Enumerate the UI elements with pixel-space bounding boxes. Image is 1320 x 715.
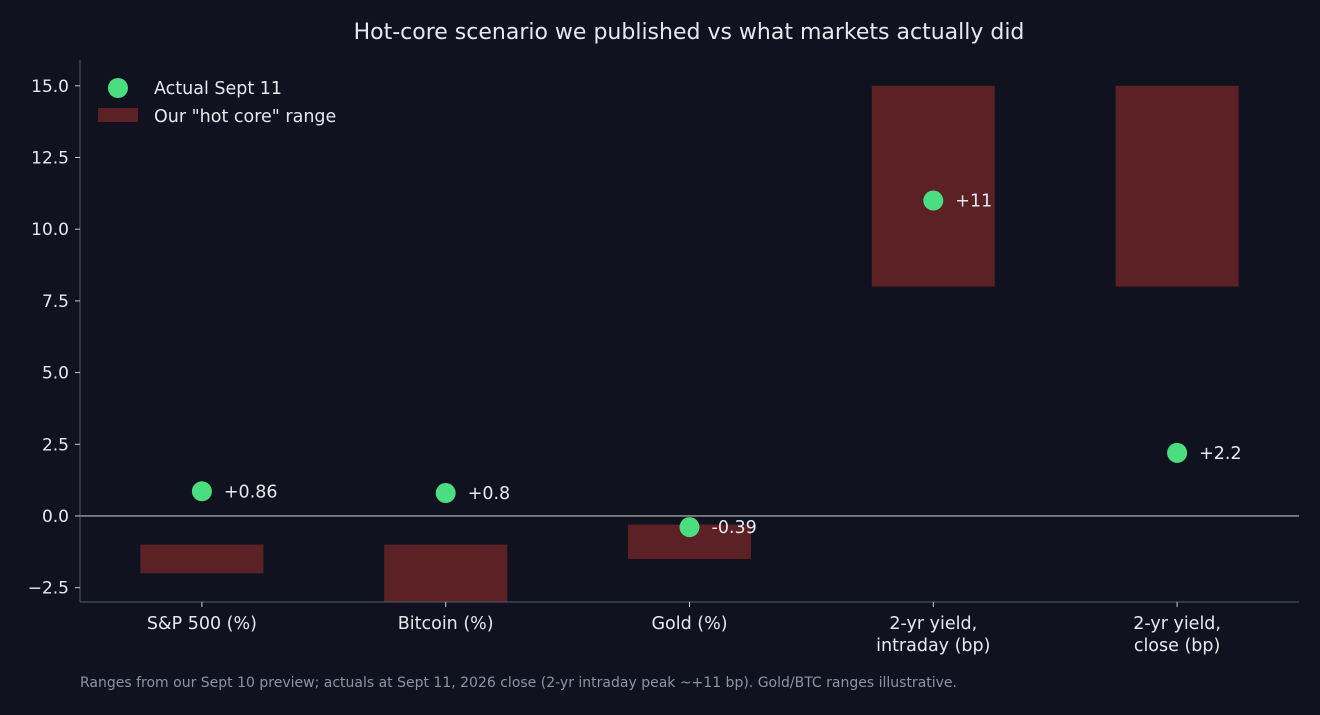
range-bar [1115,85,1239,287]
x-tick-label: Gold (%) [651,614,727,634]
range-bar [871,85,995,287]
actual-marker [435,483,456,504]
y-tick-label: 7.5 [42,292,69,312]
legend-actual-label: Actual Sept 11 [154,79,282,99]
actual-label: +0.8 [468,484,511,504]
actual-marker [191,481,212,502]
y-tick-label: 2.5 [42,435,69,455]
y-tick-label: 5.0 [42,364,69,384]
x-tick-label: Bitcoin (%) [398,614,494,634]
plot-area: −2.5 0.0 2.5 5.0 7.5 10.0 12.5 15.0 S&P 500 (%) B… [28,60,1299,656]
legend-actual-marker [108,78,128,98]
y-tick-label: −2.5 [28,579,69,599]
actual-marker [1167,442,1188,463]
actual-marker [923,190,944,211]
chart-title: Hot-core scenario we published vs what m… [354,20,1025,45]
legend-range-swatch [98,108,138,122]
y-tick-label: 15.0 [31,77,69,97]
legend-range-label: Our "hot core" range [154,107,336,127]
legend: Actual Sept 11 Our "hot core" range [98,78,336,127]
y-tick-label: 12.5 [31,149,69,169]
x-tick-label: 2-yr yield, intraday (bp) [876,614,990,656]
footnote: Ranges from our Sept 10 preview; actuals… [80,675,957,691]
range-bar [140,544,264,574]
actual-label: +11 [955,192,992,212]
y-tick-label: 0.0 [42,507,69,527]
actual-label: +2.2 [1199,444,1242,464]
actual-marker [679,517,700,538]
x-tick-label: 2-yr yield, close (bp) [1133,614,1221,656]
range-bar [384,544,508,602]
y-tick-label: 10.0 [31,220,69,240]
x-tick-label: S&P 500 (%) [147,614,257,634]
actual-label: -0.39 [712,518,757,538]
actual-label: +0.86 [224,482,278,502]
